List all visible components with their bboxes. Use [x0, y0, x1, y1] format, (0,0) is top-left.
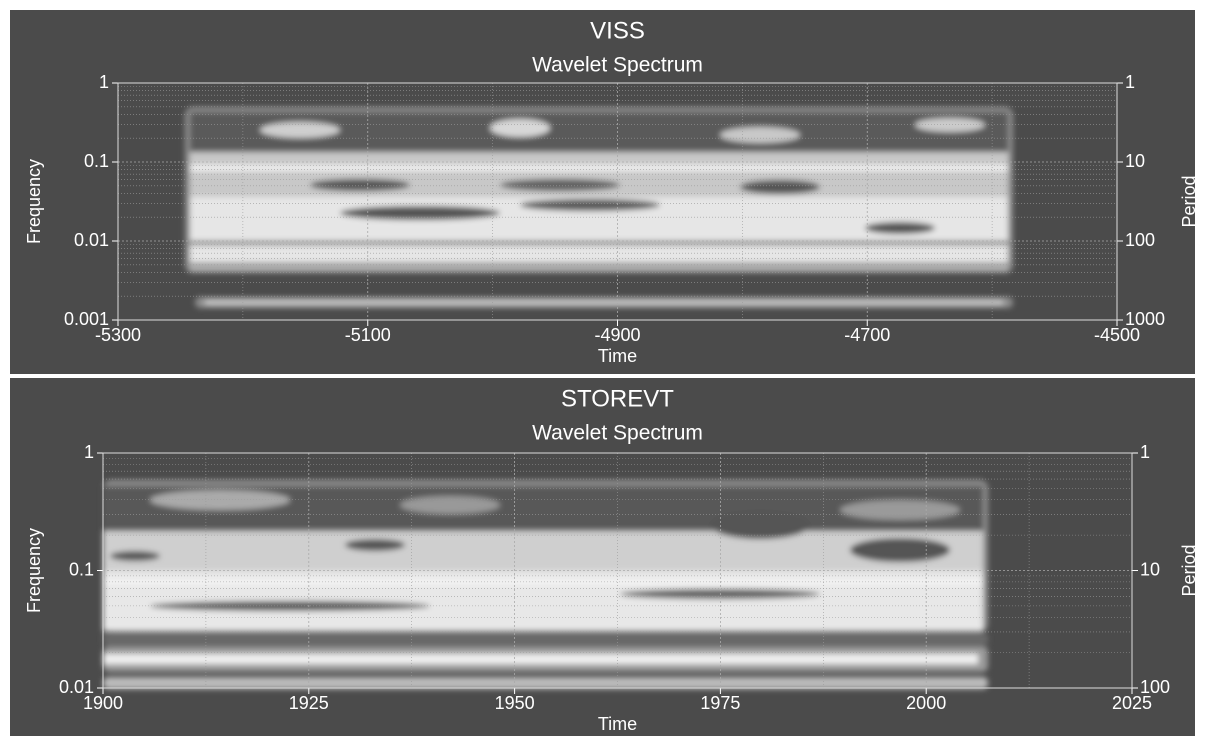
y2-tick-label: 1	[1140, 442, 1150, 462]
x-tick-label: -4700	[844, 325, 890, 345]
y2-tick-label: 1000	[1125, 309, 1165, 329]
chart-subtitle: Wavelet Spectrum	[532, 54, 703, 77]
x-tick-label: 1900	[83, 693, 123, 713]
y-tick-label: 0.001	[64, 309, 109, 329]
y-tick-label: 0.1	[69, 559, 94, 579]
x-tick-label: -5300	[95, 325, 141, 345]
chart-title: STOREVT	[561, 385, 674, 412]
y2-axis-label: Period	[1179, 544, 1199, 596]
x-tick-label: 1925	[289, 693, 329, 713]
y-tick-label: 1	[99, 72, 109, 92]
plot-frame	[102, 452, 1133, 689]
x-tick-label: 2000	[906, 693, 946, 713]
y-tick-label: 0.01	[59, 677, 94, 697]
y-tick-label: 0.01	[74, 230, 109, 250]
heatmap-image	[103, 107, 1013, 689]
x-tick-label: 1975	[700, 693, 740, 713]
y2-tick-label: 100	[1140, 677, 1170, 697]
y2-tick-label: 1	[1125, 72, 1135, 92]
y2-axis-label: Period	[1179, 175, 1199, 227]
x-tick-label: -4900	[594, 325, 640, 345]
y2-tick-label: 10	[1125, 151, 1145, 171]
x-tick-label: -5100	[345, 325, 391, 345]
x-tick-label: 1950	[495, 693, 535, 713]
y-axis-label: Frequency	[24, 528, 44, 613]
x-tick-label: 2025	[1112, 693, 1152, 713]
y2-tick-label: 10	[1140, 559, 1160, 579]
y-axis-label: Frequency	[24, 159, 44, 244]
chart-title: VISS	[590, 17, 645, 44]
plot-frame	[117, 82, 1118, 321]
y-tick-label: 1	[84, 442, 94, 462]
x-tick-label: -4500	[1094, 325, 1140, 345]
y-tick-label: 0.1	[84, 151, 109, 171]
y2-tick-label: 100	[1125, 230, 1155, 250]
x-axis-label: Time	[598, 346, 637, 366]
x-axis-label: Time	[598, 714, 637, 734]
chart-subtitle: Wavelet Spectrum	[532, 422, 703, 445]
